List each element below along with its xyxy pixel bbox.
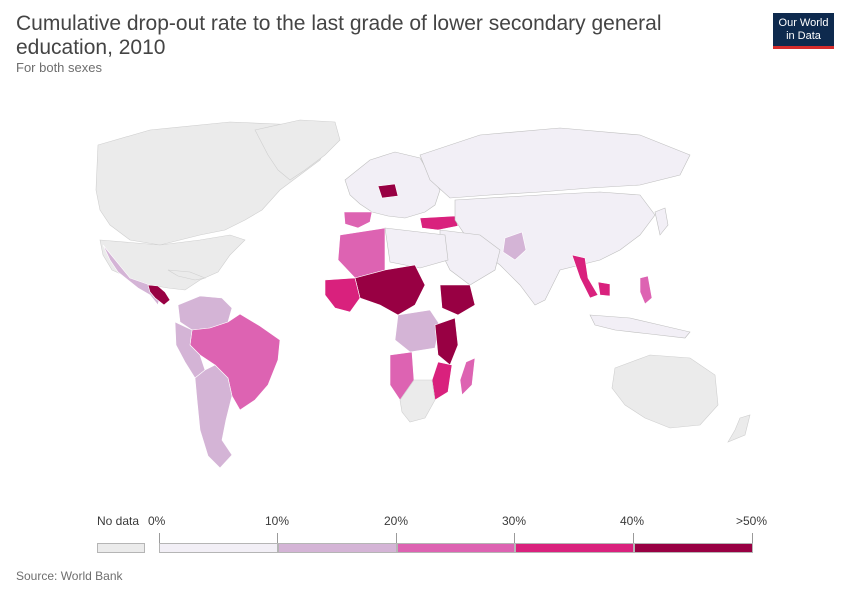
legend-tick-1: 10% bbox=[265, 514, 290, 528]
region-mexico[interactable] bbox=[102, 244, 161, 306]
legend-swatch-no-data[interactable] bbox=[97, 543, 145, 553]
region-spain[interactable] bbox=[343, 211, 373, 229]
region-philippines[interactable] bbox=[639, 275, 653, 305]
legend-swatch-0-10[interactable] bbox=[159, 543, 278, 553]
region-myanmar[interactable] bbox=[571, 254, 599, 299]
region-east-africa[interactable] bbox=[434, 317, 459, 366]
legend-no-data-label: No data bbox=[97, 514, 140, 528]
region-indonesia[interactable] bbox=[589, 314, 691, 339]
legend-labels: No data 0% 10% 20% 30% 40% >50% bbox=[0, 514, 850, 530]
region-caribbean[interactable] bbox=[167, 269, 207, 281]
legend-tick-mark-0 bbox=[159, 533, 160, 543]
region-central-america[interactable] bbox=[147, 284, 171, 306]
legend-tick-3: 30% bbox=[502, 514, 527, 528]
region-central-africa[interactable] bbox=[394, 309, 441, 353]
legend-tick-4: 40% bbox=[620, 514, 645, 528]
legend-swatch-20-30[interactable] bbox=[397, 543, 515, 553]
world-map bbox=[95, 119, 751, 469]
region-argentina-chile[interactable] bbox=[194, 364, 233, 469]
region-madagascar[interactable] bbox=[459, 357, 476, 396]
logo-line-1: Our World bbox=[778, 17, 829, 29]
legend-tick-mark-3 bbox=[514, 533, 515, 543]
region-mozambique[interactable] bbox=[431, 361, 453, 401]
region-russia[interactable] bbox=[419, 127, 691, 199]
chart-subtitle: For both sexes bbox=[16, 60, 102, 75]
legend-tick-mark-4 bbox=[633, 533, 634, 543]
region-west-africa[interactable] bbox=[324, 277, 361, 313]
region-australia[interactable] bbox=[611, 354, 719, 429]
region-poland[interactable] bbox=[377, 183, 399, 199]
region-north-africa[interactable] bbox=[337, 227, 386, 279]
legend-swatch-10-20[interactable] bbox=[278, 543, 397, 553]
legend-swatch-40-50[interactable] bbox=[634, 543, 753, 553]
region-united-states[interactable] bbox=[99, 234, 246, 291]
region-pakistan[interactable] bbox=[502, 231, 527, 261]
region-ethiopia[interactable] bbox=[439, 284, 476, 316]
legend-tick-0: 0% bbox=[148, 514, 166, 528]
legend-tick-mark-2 bbox=[396, 533, 397, 543]
logo-line-2: in Data bbox=[786, 30, 821, 42]
legend-swatch-30-40[interactable] bbox=[515, 543, 634, 553]
region-turkey[interactable] bbox=[419, 215, 459, 231]
owid-logo[interactable]: Our World in Data bbox=[773, 13, 834, 49]
region-japan[interactable] bbox=[654, 207, 669, 236]
region-brazil[interactable] bbox=[189, 313, 281, 411]
region-new-zealand[interactable] bbox=[727, 414, 751, 443]
region-greenland[interactable] bbox=[254, 119, 341, 181]
legend-tick-5: >50% bbox=[736, 514, 768, 528]
region-southern-africa[interactable] bbox=[399, 379, 436, 423]
legend-tick-mark-5 bbox=[752, 533, 753, 543]
source-note[interactable]: Source: World Bank bbox=[16, 569, 123, 583]
legend-tick-mark-1 bbox=[277, 533, 278, 543]
chart-title: Cumulative drop-out rate to the last gra… bbox=[16, 12, 662, 59]
region-sahel[interactable] bbox=[354, 264, 426, 316]
legend-tick-2: 20% bbox=[384, 514, 409, 528]
region-libya-egypt[interactable] bbox=[384, 227, 449, 269]
region-cambodia[interactable] bbox=[597, 281, 611, 297]
